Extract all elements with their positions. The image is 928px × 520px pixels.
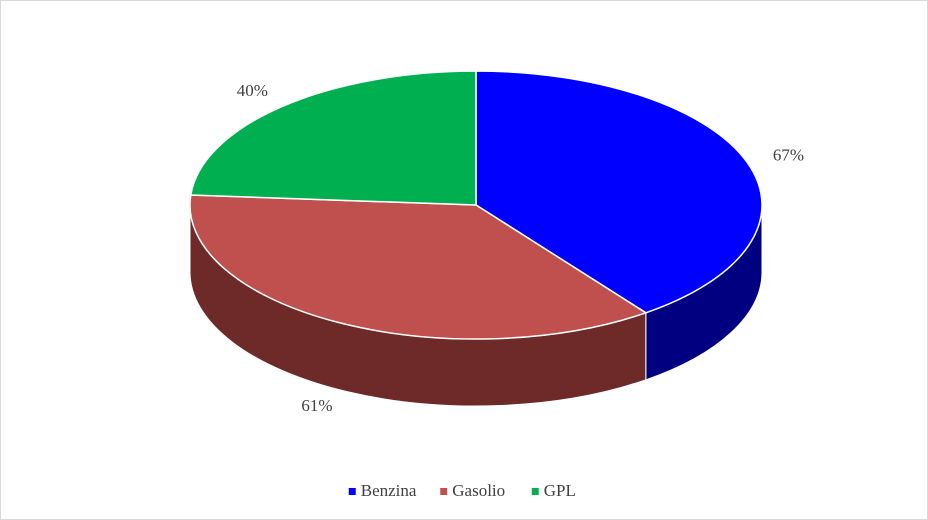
- legend: Benzina Gasolio GPL: [348, 481, 576, 500]
- legend-label: GPL: [544, 481, 576, 500]
- legend-swatch: [531, 488, 539, 495]
- pie-slice: [475, 70, 763, 314]
- data-label: 40%: [237, 81, 268, 100]
- pie-slice: [189, 194, 648, 340]
- legend-label: Gasolio: [452, 481, 505, 500]
- legend-swatch: [348, 488, 356, 495]
- data-label: 67%: [773, 146, 804, 165]
- legend-swatch: [440, 488, 448, 495]
- pie-slice: [189, 70, 477, 206]
- legend-label: Benzina: [361, 481, 417, 500]
- data-label: 61%: [301, 396, 332, 415]
